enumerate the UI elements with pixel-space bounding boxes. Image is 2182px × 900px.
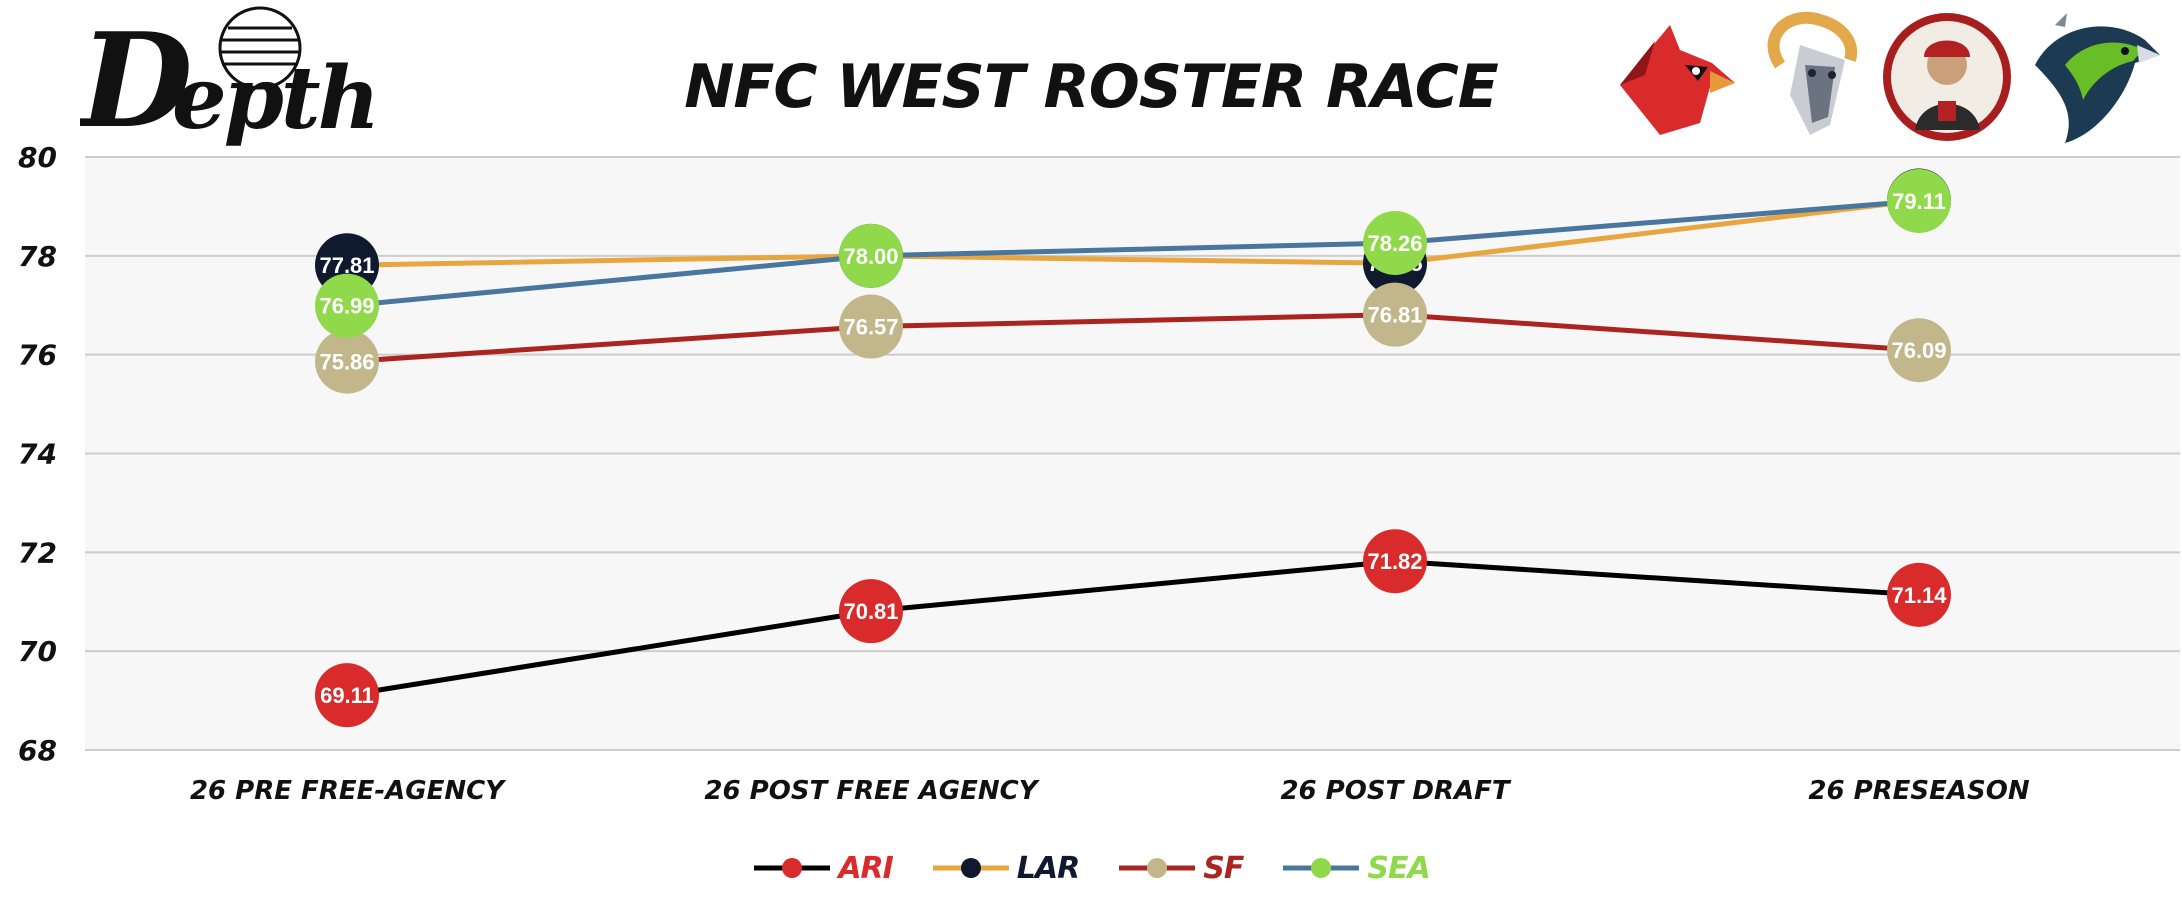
miner-logo-icon: [1883, 13, 2011, 141]
chart-title: NFC WEST ROSTER RACE: [684, 52, 1499, 122]
data-label-ari: 71.82: [1367, 549, 1422, 574]
data-label-sea: 76.99: [319, 294, 374, 319]
svg-text:D: D: [80, 6, 193, 156]
legend-swatch: [1119, 858, 1196, 878]
legend-swatch: [754, 858, 831, 878]
series-markers: 69.1170.8171.8271.1477.8178.0077.8579.12…: [315, 168, 1951, 728]
data-label-sf: 76.57: [843, 314, 898, 339]
legend-label: LAR: [1016, 850, 1080, 886]
legend-item-sf[interactable]: SF: [1117, 850, 1244, 886]
data-label-sea: 78.00: [843, 244, 898, 269]
legend-item-ari[interactable]: ARI: [752, 850, 894, 886]
cardinal-logo-icon: [1620, 25, 1735, 135]
legend-item-lar[interactable]: LAR: [931, 850, 1080, 886]
data-point-ari[interactable]: [1363, 529, 1427, 594]
data-point-sea[interactable]: [315, 273, 379, 338]
data-label-sea: 79.11: [1892, 189, 1946, 214]
seahawk-logo-icon: [2035, 13, 2160, 144]
series-line-ari: [346, 558, 1920, 698]
data-label-sf: 76.09: [1891, 338, 1946, 363]
x-category-label: 26 PRE FREE-AGENCY: [190, 776, 507, 806]
data-label-ari: 69.11: [320, 683, 374, 708]
x-category-label: 26 PRESEASON: [1808, 776, 2030, 806]
data-point-ari[interactable]: [315, 663, 379, 728]
data-point-sf[interactable]: [315, 329, 379, 394]
y-tick-label: 76: [18, 339, 57, 372]
gridlines: [85, 156, 2180, 751]
y-axis: 68 70 72 74 76 78 80: [18, 141, 57, 767]
svg-text:epth: epth: [172, 48, 377, 149]
data-point-sea[interactable]: [839, 223, 903, 288]
data-label-ari: 71.14: [1891, 583, 1947, 608]
data-point-sea[interactable]: [1887, 168, 1951, 233]
x-axis: 26 PRE FREE-AGENCY 26 POST FREE AGENCY 26 …: [190, 776, 2030, 806]
y-tick-label: 80: [18, 141, 57, 174]
data-label-ari: 70.81: [843, 599, 898, 624]
series-lines: [346, 198, 1920, 698]
y-tick-label: 68: [18, 734, 57, 767]
legend-swatch: [1283, 858, 1360, 878]
y-tick-label: 78: [18, 240, 57, 273]
microphone-grille-icon: [218, 6, 302, 90]
legend-label: ARI: [838, 850, 893, 886]
y-tick-label: 74: [18, 438, 57, 471]
x-category-label: 26 POST DRAFT: [1280, 776, 1511, 806]
y-tick-label: 70: [18, 635, 57, 668]
data-point-sea[interactable]: [1363, 210, 1427, 275]
legend-label: SF: [1203, 850, 1244, 886]
legend-label: SEA: [1367, 850, 1430, 886]
data-label-sf: 76.81: [1367, 303, 1422, 328]
depth-brand-logo: D epth: [80, 6, 380, 156]
ram-logo-icon: [1767, 11, 1858, 135]
x-category-label: 26 POST FREE AGENCY: [704, 776, 1040, 806]
data-point-sf[interactable]: [839, 294, 903, 359]
series-line-sea: [346, 198, 1920, 309]
series-line-sf: [346, 312, 1920, 365]
data-point-ari[interactable]: [1887, 562, 1951, 627]
data-label-sf: 75.86: [319, 350, 374, 375]
legend: ARI LAR SF SEA: [0, 838, 2182, 898]
legend-item-sea[interactable]: SEA: [1281, 850, 1431, 886]
data-point-sf[interactable]: [1363, 282, 1427, 347]
data-point-sf[interactable]: [1887, 318, 1951, 383]
legend-swatch: [932, 858, 1009, 878]
data-label-sea: 78.26: [1367, 231, 1422, 256]
data-point-ari[interactable]: [839, 579, 903, 644]
y-tick-label: 72: [18, 536, 57, 569]
series-line-lar: [346, 198, 1920, 268]
